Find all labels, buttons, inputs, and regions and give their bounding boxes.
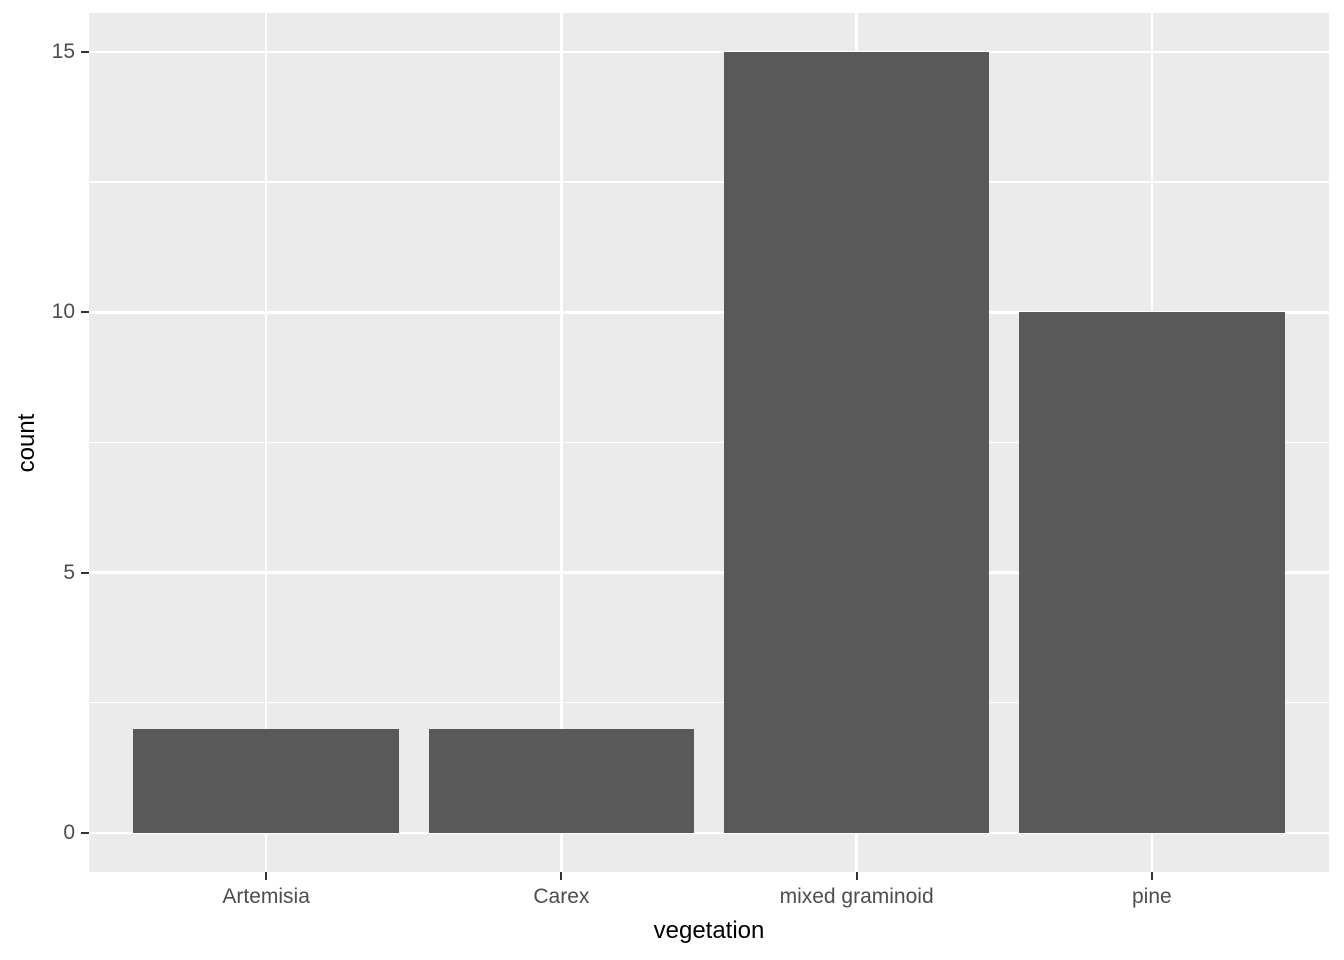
x-tick-mark <box>560 872 563 880</box>
gridline-major-vertical <box>264 13 268 872</box>
gridline-minor <box>89 441 1329 444</box>
y-tick-mark <box>81 831 89 834</box>
gridline-major-horizontal <box>89 571 1329 574</box>
bars-layer <box>89 13 1329 872</box>
x-tick-label: Artemisia <box>222 885 310 908</box>
y-tick-label: 0 <box>63 820 75 844</box>
y-tick-mark <box>81 311 89 314</box>
gridlines-minor-layer <box>89 13 1329 872</box>
bar-artemisia <box>133 728 399 833</box>
bar-mixed-graminoid <box>723 52 990 833</box>
gridline-minor <box>89 702 1329 704</box>
gridline-minor <box>89 181 1329 183</box>
y-tick-label: 5 <box>63 560 75 584</box>
bar-pine <box>1019 312 1285 833</box>
bar-carex <box>428 728 695 833</box>
y-tick-mark <box>81 571 89 574</box>
y-axis-title: count <box>13 413 40 473</box>
x-tick-mark <box>855 872 858 880</box>
x-tick-mark <box>1150 872 1153 880</box>
x-tick-label: mixed graminoid <box>779 885 934 908</box>
y-tick-mark <box>81 51 89 54</box>
x-axis-title: vegetation <box>653 917 765 944</box>
gridline-major-horizontal <box>89 311 1329 314</box>
y-tick-label: 10 <box>51 300 75 324</box>
plot-panel <box>89 13 1329 872</box>
x-tick-mark <box>265 872 268 880</box>
y-tick-label: 15 <box>51 40 75 64</box>
gridline-major-horizontal <box>89 831 1329 835</box>
gridline-major-vertical <box>560 13 563 872</box>
gridline-major-horizontal <box>89 50 1329 54</box>
x-tick-label: Carex <box>533 885 590 908</box>
x-tick-label: pine <box>1131 885 1172 908</box>
